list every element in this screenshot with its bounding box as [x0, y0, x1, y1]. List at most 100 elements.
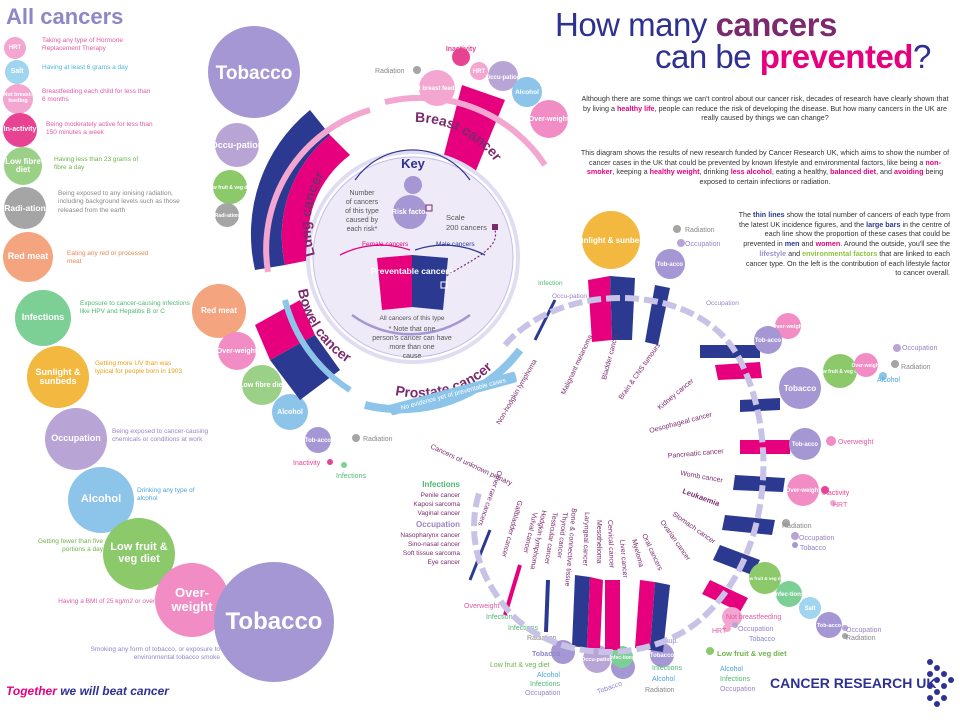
ovarian-not-breastfeeding-label: Not breastfeeding	[726, 614, 781, 621]
bowel-overweight-bubble	[218, 332, 256, 370]
legend-bubble-low-fibre: Low fibre diet	[4, 147, 42, 185]
misc-occupation-item: Nasopharynx cancer	[400, 532, 460, 539]
legend-desc-tobacco: Smoking any form of tobacco, or exposure…	[90, 646, 220, 662]
spiral-cancer-name: Oesophageal cancer	[649, 411, 714, 435]
legend-desc-low-fruit: Getting fewer than five portions a day	[37, 538, 103, 554]
spiral-occupation3-label: Occupation	[706, 300, 739, 307]
legend-bubble-tobacco: Tobacco	[214, 562, 334, 682]
myeloma-alcohol-label: Alcohol	[652, 676, 675, 683]
kidney-tobacco-bubble	[754, 326, 782, 354]
breast-alcohol-bubble	[512, 77, 542, 107]
oes-radiation-dot	[891, 360, 899, 368]
bowel-overweight-label: Over-weight	[217, 348, 258, 355]
kidney-bar	[700, 345, 760, 358]
laryngeal-occupation-label: Occupation	[525, 690, 561, 697]
gall-overweight-label: Overweight	[464, 603, 499, 610]
key-all-cancers-label: All cancers of this type	[379, 315, 444, 322]
headline-part: can be	[655, 38, 760, 75]
legend-bubble-radiation: Radi-ation	[4, 187, 46, 229]
womb-overweight-bubble	[787, 474, 819, 506]
breast-not-breastfeeding-label: Not breast feeding	[411, 86, 464, 92]
legend-bubble-hrt: HRT	[4, 37, 26, 59]
gall-infections-label: Infections	[486, 614, 516, 621]
lung-low-fruit-bubble	[213, 170, 247, 204]
breast-thin-line	[384, 94, 548, 167]
bowel-low-fibre-bubble	[242, 365, 282, 405]
spiral-radiation-dot	[673, 225, 681, 233]
leuk-occupation-label: Occupation	[799, 535, 835, 542]
laryngeal-low-fruit-label: Low fruit & veg diet	[490, 662, 550, 669]
spiral-cancer-name: Myeloma	[630, 539, 644, 568]
legend-desc-low-fibre: Having less than 23 grams of fibre a day	[54, 156, 139, 172]
spiral-tobacco-bubble	[655, 249, 685, 279]
oes-tobacco-bubble	[779, 367, 821, 409]
hodgkin-infections-label: Infections	[508, 625, 538, 632]
spiral-cancer-name: Laryngeal cancer	[581, 512, 590, 567]
leuk-radiation-label: Radiation	[782, 523, 812, 530]
key-female-arc	[339, 244, 411, 256]
kidney-tobacco-label: Tob-acco	[755, 338, 782, 344]
bowel-tobacco-label: Tob-acco	[305, 438, 332, 444]
breast-inactivity-label: Inactivity	[446, 46, 476, 53]
lung-bar-male	[250, 110, 330, 270]
myeloma-tobacco-label: Tobacco	[650, 653, 675, 659]
womb-bar	[740, 440, 790, 454]
spiral-tobacco-label: Tob-acco	[657, 262, 684, 268]
headline-part: How many	[555, 6, 716, 43]
key-male-label: Male cancers	[436, 241, 475, 248]
stomach-tobacco-bubble	[816, 612, 842, 638]
key-bar-marker	[440, 281, 448, 289]
method-paragraph: This diagram shows the results of new re…	[580, 148, 950, 187]
oesophageal-bar	[715, 362, 762, 380]
oral-alcohol-label: Alcohol	[720, 666, 743, 673]
breast-occupation-bubble	[488, 61, 518, 91]
reading-guide-paragraph: The thin lines show the total number of …	[738, 210, 950, 278]
misc-occupation-item: Soft tissue sarcoma	[403, 550, 460, 557]
stomach-radiation-dot	[842, 633, 848, 639]
leuk-tobacco-label: Tobacco	[800, 545, 826, 552]
spiral-cancer-name: Gallbladder cancer	[500, 499, 523, 558]
laryngeal-alcohol-label: Alcohol	[537, 672, 560, 679]
intro-paragraph: Although there are some things we can't …	[581, 94, 949, 123]
pancreatic-tobacco-label: Tob-acco	[792, 442, 819, 448]
spiral-cancer-name: Liver cancer	[618, 540, 628, 579]
womb-overweight-label: Over-weight	[786, 488, 821, 494]
breast-alcohol-label: Alcohol	[515, 89, 539, 96]
oral-low-fruit-dot	[706, 647, 714, 655]
breast-inactivity-bubble	[452, 48, 470, 66]
nhl-line	[533, 299, 557, 341]
headline-cancers: cancers	[715, 6, 838, 43]
womb-inactivity-label: Inactivity	[822, 490, 850, 497]
lung-thin-line	[263, 107, 371, 273]
bowel-radiation-label: Radiation	[363, 436, 393, 443]
leuk-tobacco-dot	[792, 542, 798, 548]
ovarian-bar	[713, 545, 760, 575]
spiral-cancer-name: Cervical cancer	[606, 520, 615, 569]
key-scale-label: Scale	[446, 213, 465, 222]
stomach-radiation-label: Radiation	[846, 635, 876, 642]
footer-tagline: Together we will beat cancer	[6, 684, 169, 698]
misc-infection-item: Penile cancer	[421, 492, 461, 499]
misc-occupation-item: Sino-nasal cancer	[408, 541, 461, 548]
bladder-bar-male	[645, 285, 670, 345]
legend-desc-overweight: Having a BMI of 25 kg/m2 or over	[58, 598, 155, 605]
legend-bubble-inactivity: In-activity	[3, 113, 37, 147]
spiral-radiation-label: Radiation	[685, 227, 715, 234]
breast-radiation-label: Radiation	[375, 68, 405, 75]
stomach-infections-bubble	[776, 581, 802, 607]
laryngeal-infections-label: Infections	[530, 681, 560, 688]
legend-bubble-salt: Salt	[5, 60, 29, 84]
pancreatic-overweight-label: Overweight	[838, 439, 873, 446]
misc-infection-item: Kaposi sarcoma	[413, 501, 460, 508]
key-small-bubble	[404, 176, 422, 194]
bowel-bar-male	[270, 335, 340, 400]
myeloma-radiation-label: Radiation	[645, 687, 675, 694]
laryngeal-bar	[572, 575, 590, 648]
pancreatic-bar	[740, 398, 780, 412]
oes-tobacco-label: Tobacco	[784, 384, 816, 393]
lung-low-fruit-label: Low fruit & veg diet	[207, 185, 254, 191]
oes-low-fruit-bubble	[823, 354, 857, 388]
ovarian-tobacco-label: Tobacco	[749, 636, 775, 643]
oes-overweight-label: Over-weight	[852, 363, 881, 369]
cervical-occupation-label: Occu-pation	[581, 657, 614, 663]
